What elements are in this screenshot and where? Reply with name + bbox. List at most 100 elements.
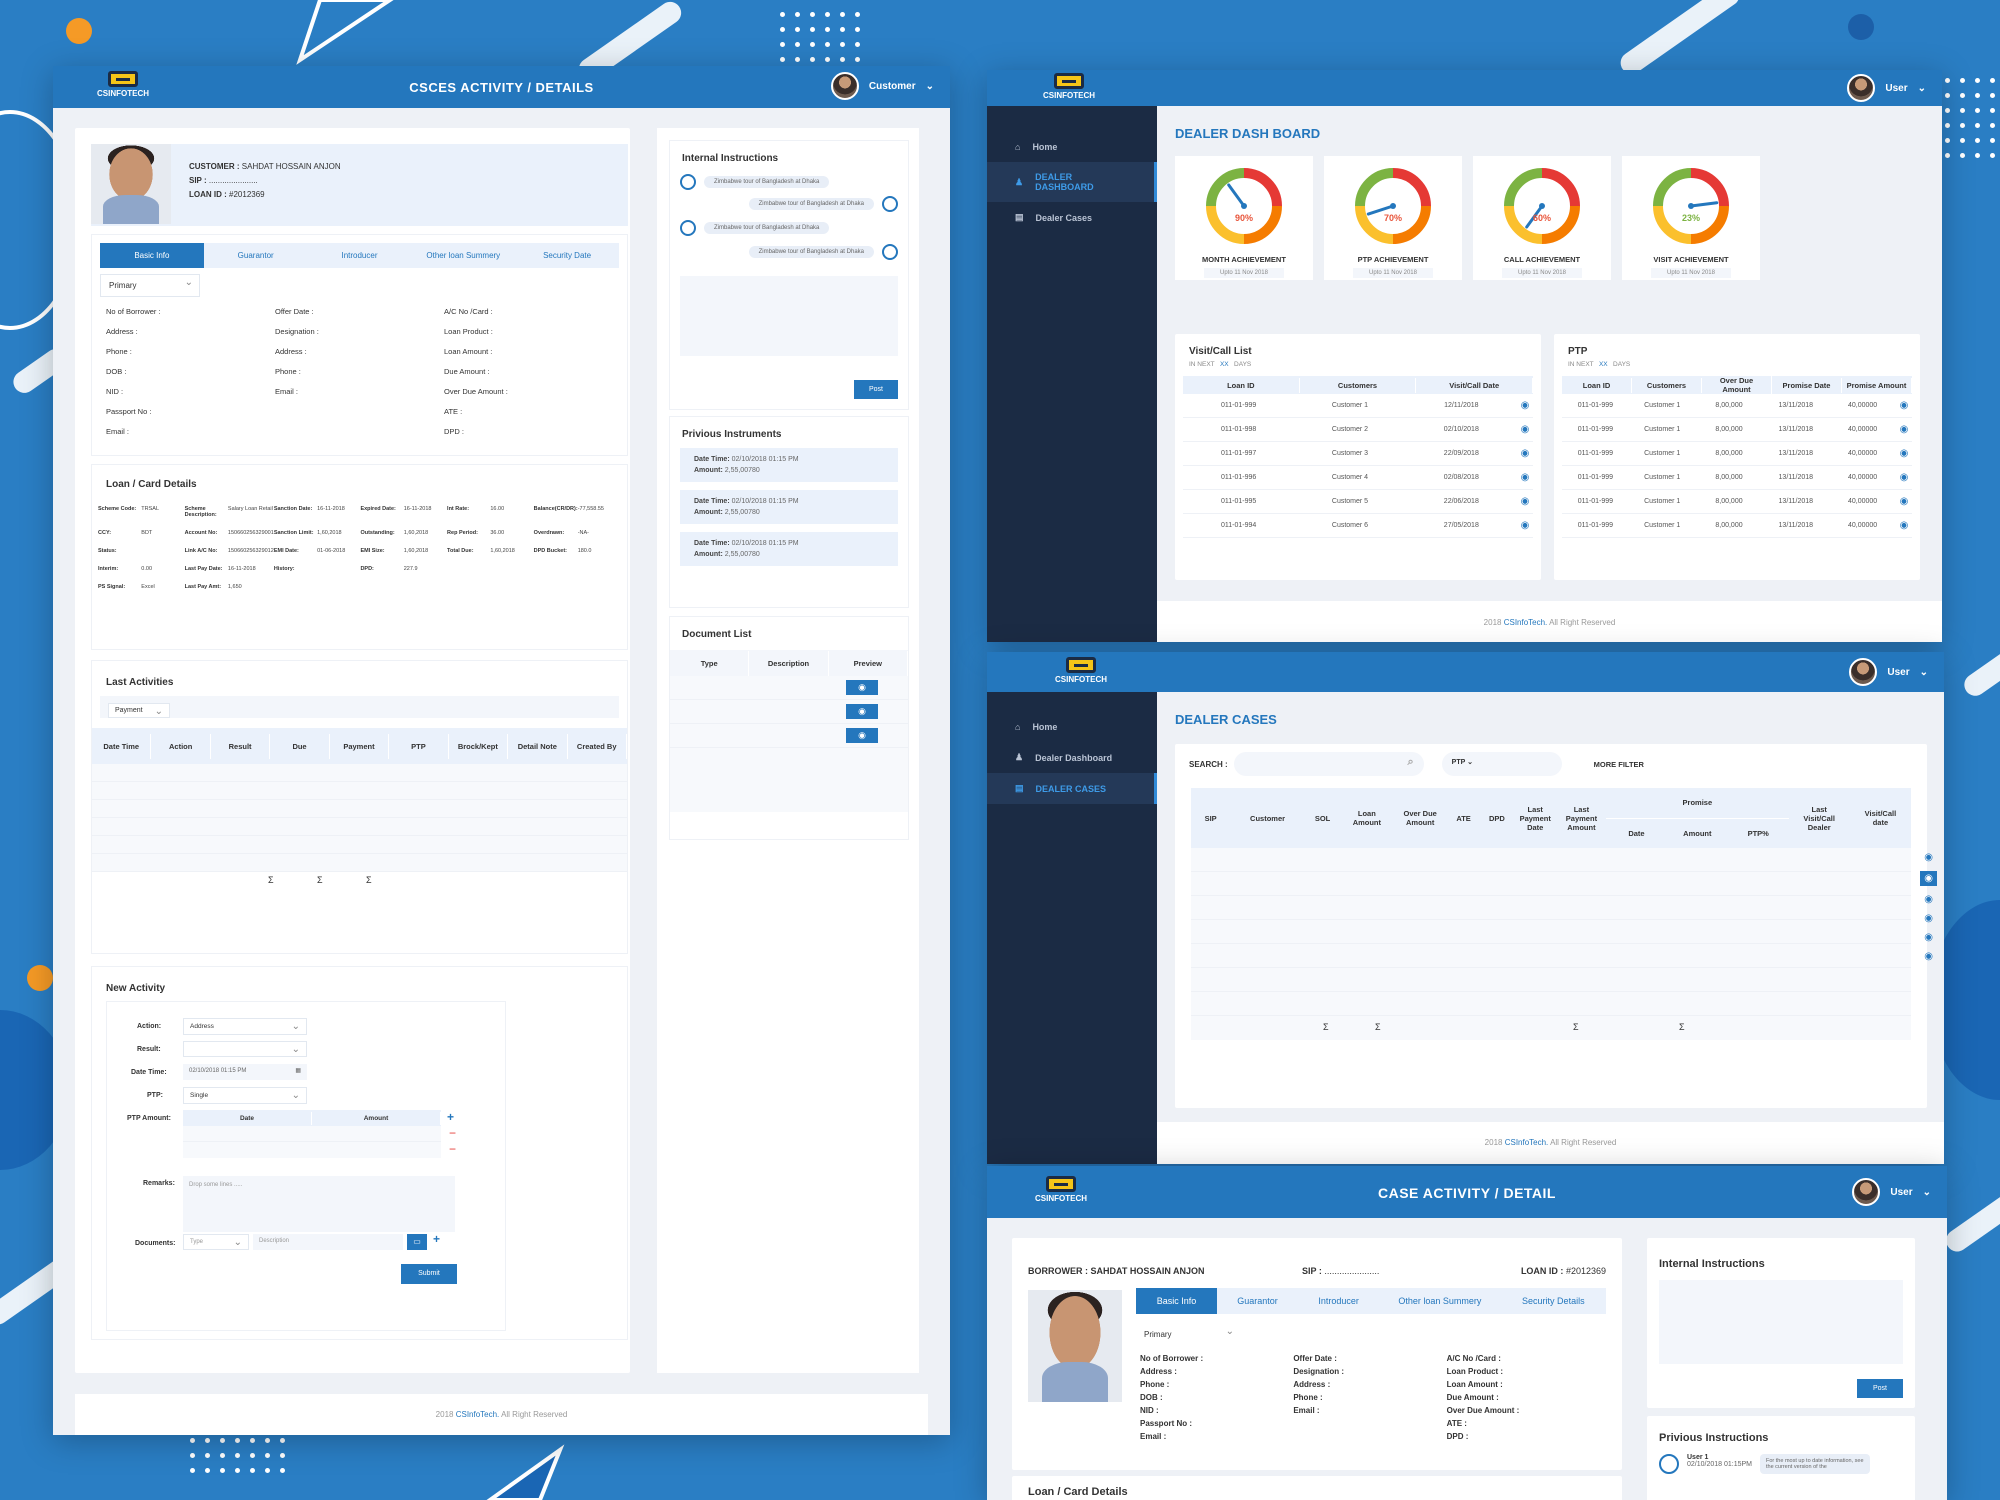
eye-icon[interactable]: ◉ [1899,472,1909,483]
footer-brand[interactable]: CSInfoTech. [455,1410,500,1419]
action-select[interactable]: Address [183,1018,307,1035]
eye-icon[interactable]: ◉ [1520,472,1530,483]
col-due: Due [270,733,330,759]
document-row: ◉ [670,700,908,724]
eye-icon[interactable]: ◉ [1899,448,1909,459]
table-row[interactable]: 011-01-999 Customer 1 8,00,000 13/11/2018 40… [1562,394,1912,418]
eye-icon[interactable]: ◉ [1924,913,1933,924]
primary-select[interactable]: Primary [100,274,200,297]
table-cell: 40,00000 [1847,474,1878,481]
table-row[interactable]: 011-01-997 Customer 3 22/09/2018 ◉ [1183,442,1533,466]
tab-other-loan-summery[interactable]: Other loan Summery [1398,1296,1482,1306]
document-description-input[interactable]: Description [253,1234,403,1250]
tab-other-loan-summery[interactable]: Other loan Summery [426,251,501,260]
post-button[interactable]: Post [1857,1379,1903,1398]
table-row[interactable]: 011-01-995 Customer 5 22/06/2018 ◉ [1183,490,1533,514]
eye-icon[interactable]: ◉ [1924,932,1933,943]
tab-security-details[interactable]: Security Details [1522,1296,1585,1306]
col-last-visit-call-dealer: Last Visit/Call Dealer [1803,804,1835,832]
ptp-filter-select[interactable]: PTP ⌄ [1441,752,1562,776]
table-row[interactable]: 011-01-999 Customer 1 8,00,000 13/11/2018 40… [1562,466,1912,490]
payment-select[interactable]: Payment [108,703,170,718]
eye-icon[interactable]: ◉ [846,680,878,695]
customer-photo [91,144,171,224]
table-row[interactable]: 011-01-994 Customer 6 27/05/2018 ◉ [1183,514,1533,538]
eye-icon[interactable]: ◉ [846,728,878,743]
add-icon[interactable]: + [433,1232,441,1246]
remove-icon[interactable]: − [449,1126,457,1140]
sidebar-item-home[interactable]: ⌂ Home [987,712,1157,742]
eye-icon[interactable]: ◉ [1520,400,1530,411]
eye-icon[interactable]: ◉ [1520,520,1530,531]
add-icon[interactable]: + [447,1110,455,1124]
folder-icon[interactable]: ▭ [407,1234,427,1250]
user-menu[interactable]: User ⌄ [1849,658,1928,686]
user-menu[interactable]: Customer ⌄ [830,72,934,100]
days-count[interactable]: XX [1219,361,1229,368]
eye-icon[interactable]: ◉ [846,704,878,719]
submit-button[interactable]: Submit [401,1264,457,1284]
chat-bubble: Zimbabwe tour of Bangladesh at Dhaka [748,198,874,210]
footer-brand[interactable]: CSInfoTech. [1503,618,1548,627]
eye-icon[interactable]: ◉ [1899,520,1909,531]
footer-brand[interactable]: CSInfoTech. [1504,1138,1549,1147]
eye-icon[interactable]: ◉ [1924,852,1933,863]
tab-guarantor[interactable]: Guarantor [237,251,274,260]
table-row[interactable]: 011-01-999 Customer 1 12/11/2018 ◉ [1183,394,1533,418]
instruction-textarea[interactable] [1659,1280,1903,1364]
tab-basic-info[interactable]: Basic Info [1136,1288,1218,1314]
days-count[interactable]: XX [1598,361,1608,368]
eye-icon[interactable]: ◉ [1924,951,1933,962]
table-row[interactable]: 011-01-999 Customer 1 8,00,000 13/11/2018 40… [1562,490,1912,514]
loan-field-value: Excel [141,584,155,590]
deco-dot-grid [780,12,860,62]
loan-id-label: LOAN ID : [1520,1266,1564,1276]
user-menu[interactable]: User ⌄ [1847,74,1926,102]
tab-guarantor[interactable]: Guarantor [1237,1296,1278,1306]
user-menu[interactable]: User ⌄ [1852,1178,1931,1206]
table-row[interactable]: 011-01-998 Customer 2 02/10/2018 ◉ [1183,418,1533,442]
sidebar-item-dealer-dashboard[interactable]: ♟ DEALER DASHBOARD [987,162,1157,202]
in-next-label: IN NEXT [1568,361,1594,368]
result-select[interactable] [183,1041,307,1057]
more-filter-link[interactable]: MORE FILTER [1593,759,1644,769]
eye-icon[interactable]: ◉ [1520,496,1530,507]
remove-icon[interactable]: − [449,1142,457,1156]
search-input[interactable]: ⌕ [1233,752,1424,776]
user-name: Customer [868,80,916,92]
primary-select[interactable]: Primary [1136,1324,1240,1345]
loan-field-value [317,566,360,572]
tab-introducer[interactable]: Introducer [1318,1296,1359,1306]
ptp-select[interactable]: Single [183,1087,307,1104]
loan-field-value: 16-11-2018 [317,506,345,512]
tab-basic-info[interactable]: Basic Info [100,243,204,268]
eye-icon[interactable]: ◉ [1899,400,1909,411]
logo-icon [1066,657,1096,673]
tab-security-date[interactable]: Security Date [543,251,592,260]
post-button[interactable]: Post [854,380,898,399]
table-row[interactable]: 011-01-999 Customer 1 8,00,000 13/11/2018 40… [1562,442,1912,466]
remarks-textarea[interactable]: Drop some lines ..... [183,1176,455,1232]
table-row[interactable]: 011-01-996 Customer 4 02/08/2018 ◉ [1183,466,1533,490]
sidebar-item-dealer-dashboard[interactable]: ♟ Dealer Dashboard [987,742,1157,773]
document-type-select[interactable]: Type [183,1234,249,1250]
chevron-down-icon: ⌄ [1919,666,1928,678]
sidebar-item-home[interactable]: ⌂ Home [987,132,1157,162]
eye-icon[interactable]: ◉ [1899,424,1909,435]
table-row[interactable]: 011-01-999 Customer 1 8,00,000 13/11/2018 40… [1562,418,1912,442]
eye-icon[interactable]: ◉ [1920,871,1937,886]
home-icon: ⌂ [1015,142,1021,152]
eye-icon[interactable]: ◉ [1520,424,1530,435]
instruction-textarea[interactable] [680,276,898,356]
sidebar-item-dealer-cases[interactable]: ▤ Dealer Cases [987,202,1157,233]
datetime-input[interactable]: 02/10/2018 01:15 PM ▦ [183,1064,307,1080]
eye-icon[interactable]: ◉ [1520,448,1530,459]
tab-introducer[interactable]: Introducer [341,251,378,260]
col-customers: Customers [1300,377,1417,393]
loan-field-label: Scheme Code: [98,506,137,512]
eye-icon[interactable]: ◉ [1899,496,1909,507]
table-row[interactable]: 011-01-999 Customer 1 8,00,000 13/11/2018 40… [1562,514,1912,538]
sidebar-item-dealer-cases[interactable]: ▤ DEALER CASES [987,773,1157,804]
eye-icon[interactable]: ◉ [1924,894,1933,905]
datetime-label: Date Time: [694,498,730,505]
